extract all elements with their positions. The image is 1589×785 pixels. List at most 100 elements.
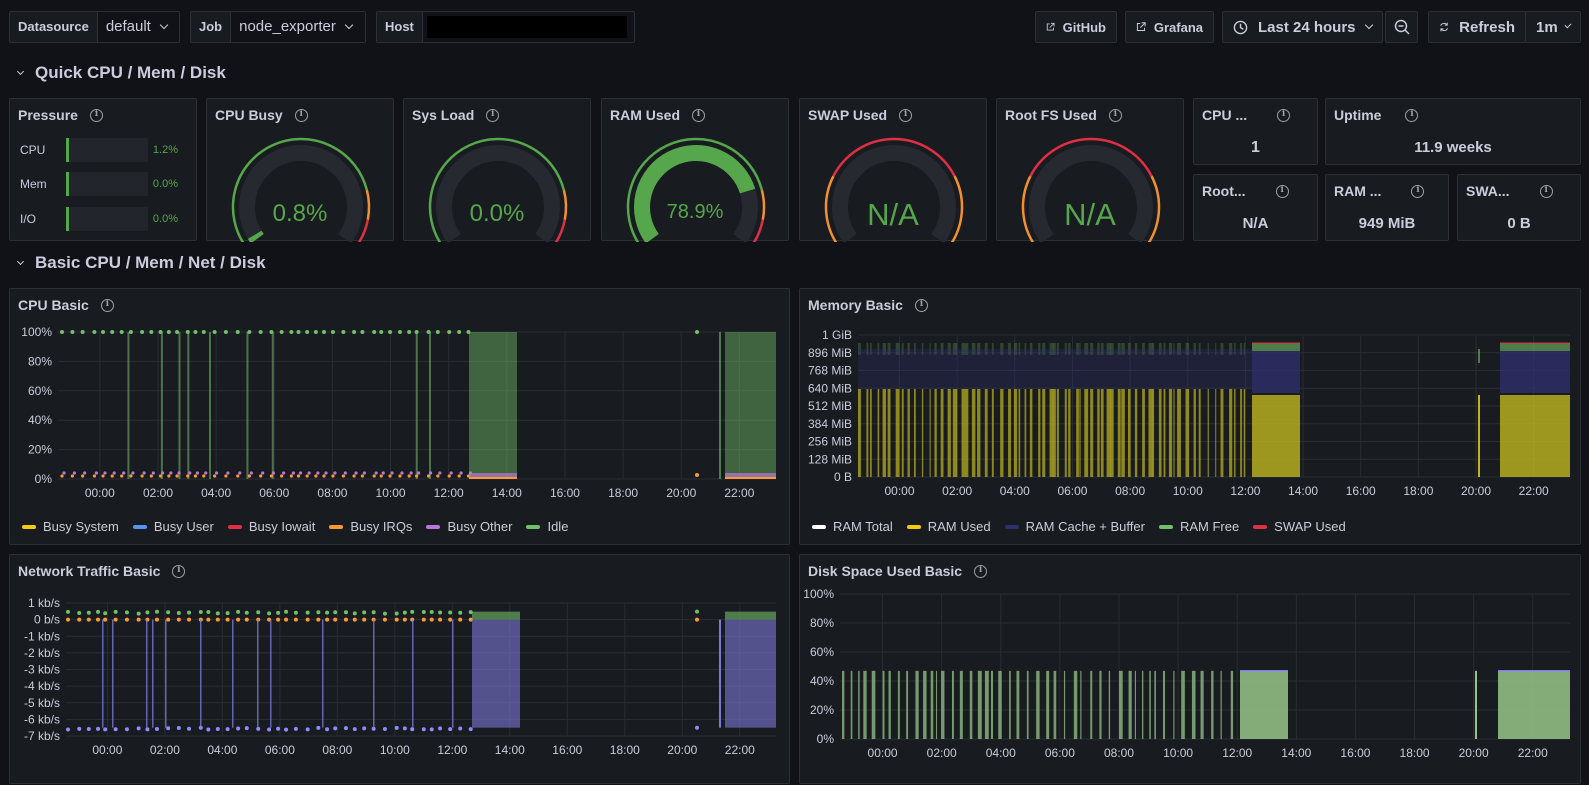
refresh-interval-picker[interactable]: 1m <box>1525 11 1581 43</box>
idle-point <box>397 330 402 334</box>
panel-title[interactable]: CPU ... <box>1202 107 1291 123</box>
panel-title[interactable]: Memory Basic <box>808 297 928 313</box>
idle-point <box>269 330 274 334</box>
legend-item[interactable]: RAM Cache + Buffer <box>1004 519 1145 534</box>
x-tick-label: 20:00 <box>667 743 697 757</box>
refresh-label: Refresh <box>1459 18 1515 36</box>
irq-point <box>296 474 301 478</box>
y-tick-label: 256 MiB <box>808 435 852 449</box>
ram-free-bar <box>961 343 966 355</box>
ram-free-bar <box>1127 343 1131 355</box>
panel-title[interactable]: Network Traffic Basic <box>18 563 186 579</box>
info-icon[interactable] <box>914 298 928 312</box>
irq-point <box>149 474 153 478</box>
ram-free-bar <box>1042 343 1046 355</box>
panel-title[interactable]: Uptime <box>1334 107 1419 123</box>
panel-title[interactable]: RAM Used <box>610 107 706 123</box>
panel-title[interactable]: CPU Basic <box>18 297 114 313</box>
info-icon[interactable] <box>974 564 988 578</box>
info-icon[interactable] <box>172 564 186 578</box>
other-point <box>271 471 276 475</box>
idle-point <box>330 330 335 334</box>
pressure-name: CPU <box>20 143 46 157</box>
info-icon[interactable] <box>294 108 308 122</box>
refresh-button[interactable]: Refresh <box>1428 11 1526 43</box>
receive-point <box>206 609 211 614</box>
disk-used-bar <box>858 670 860 739</box>
legend-item[interactable]: Busy Other <box>426 519 512 534</box>
panel-title[interactable]: Disk Space Used Basic <box>808 563 988 579</box>
panel-title[interactable]: Sys Load <box>412 107 500 123</box>
irq-point <box>407 474 411 478</box>
swap-total-stat-panel: SWA... 0 B <box>1457 174 1581 241</box>
irq-point <box>140 474 144 478</box>
panel-title[interactable]: Root FS Used <box>1005 107 1122 123</box>
time-series-graph[interactable]: 1 kb/s 0 b/s -1 kb/s -2 kb/s -3 kb/s -4 kb/s -… <box>10 555 791 785</box>
legend-item[interactable]: Busy System <box>22 519 119 534</box>
idle-point <box>247 330 252 334</box>
transmit-point <box>236 726 241 731</box>
y-tick-label: 896 MiB <box>808 346 852 360</box>
info-icon[interactable] <box>486 108 500 122</box>
panel-title[interactable]: Root... <box>1202 183 1289 199</box>
host-select[interactable] <box>422 12 631 42</box>
info-icon[interactable] <box>1411 184 1425 198</box>
info-icon[interactable] <box>100 298 114 312</box>
job-select[interactable]: node_exporter <box>231 12 360 42</box>
github-link-button[interactable]: GitHub <box>1035 11 1117 43</box>
panel-title[interactable]: RAM ... <box>1334 183 1425 199</box>
ram-free-bar <box>1163 343 1166 355</box>
legend-item[interactable]: Busy User <box>132 519 214 534</box>
info-icon[interactable] <box>1405 108 1419 122</box>
ram-free-bar <box>870 343 872 355</box>
ram-used-bar <box>1013 389 1018 477</box>
ram-free-bar <box>940 343 944 355</box>
legend-item[interactable]: Busy Iowait <box>227 519 315 534</box>
time-range-picker[interactable]: Last 24 hours <box>1222 11 1383 43</box>
time-range-label: Last 24 hours <box>1258 18 1356 36</box>
irq-point <box>236 474 240 478</box>
receive-point <box>343 610 348 615</box>
ram-free-bar <box>1008 343 1011 355</box>
job-variable[interactable]: Job node_exporter <box>190 11 366 43</box>
irq-point <box>341 474 345 478</box>
host-variable[interactable]: Host <box>376 11 635 43</box>
info-icon[interactable] <box>1539 184 1553 198</box>
gauge-threshold-arc <box>428 137 566 242</box>
legend-item[interactable]: Idle <box>526 519 568 534</box>
datasource-variable[interactable]: Datasource default <box>9 11 180 43</box>
row-toggle-quick[interactable]: Quick CPU / Mem / Disk <box>16 63 226 83</box>
legend-item[interactable]: RAM Free <box>1158 519 1239 534</box>
info-icon[interactable] <box>692 108 706 122</box>
legend-item[interactable]: RAM Used <box>906 519 991 534</box>
pressure-name: Mem <box>20 177 47 191</box>
datasource-select[interactable]: default <box>97 12 175 42</box>
panel-title[interactable]: SWA... <box>1466 183 1553 199</box>
transmit-point <box>96 617 101 622</box>
time-series-graph[interactable]: 100% 80% 60% 40% 20% 0% 00:00 02:00 04:00 06:00 08… <box>800 555 1582 785</box>
info-icon[interactable] <box>89 108 103 122</box>
legend-item[interactable]: RAM Total <box>812 519 893 534</box>
receive-point <box>215 611 220 616</box>
panel-title[interactable]: Pressure <box>18 107 103 123</box>
x-tick-label: 18:00 <box>1403 484 1433 498</box>
info-icon[interactable] <box>899 108 913 122</box>
time-series-graph[interactable]: 1 GiB 896 MiB 768 MiB 640 MiB 512 MiB 384 MiB… <box>800 289 1582 546</box>
row-toggle-basic[interactable]: Basic CPU / Mem / Net / Disk <box>16 253 266 273</box>
zoom-out-button[interactable] <box>1385 11 1418 43</box>
panel-title[interactable]: SWAP Used <box>808 107 913 123</box>
receive-point <box>284 609 289 614</box>
ram-used-bar <box>1177 389 1181 477</box>
info-icon[interactable] <box>1275 184 1289 198</box>
info-icon[interactable] <box>1108 108 1122 122</box>
legend-item[interactable]: SWAP Used <box>1253 519 1346 534</box>
disk-used-bar <box>842 670 845 739</box>
transmit-point <box>382 617 387 622</box>
traffic-bar <box>152 619 154 728</box>
time-series-graph[interactable]: 100% 80% 60% 40% 20% 0% 00:00 02:00 04:00 06:00 08… <box>10 289 791 546</box>
panel-title[interactable]: CPU Busy <box>215 107 308 123</box>
legend-item[interactable]: Busy IRQs <box>329 519 412 534</box>
grafana-link-button[interactable]: Grafana <box>1125 11 1214 43</box>
disk-space-used-basic-panel: Disk Space Used Basic 100% 80% 60% 40% 20% 0%… <box>799 554 1581 784</box>
info-icon[interactable] <box>1277 108 1291 122</box>
